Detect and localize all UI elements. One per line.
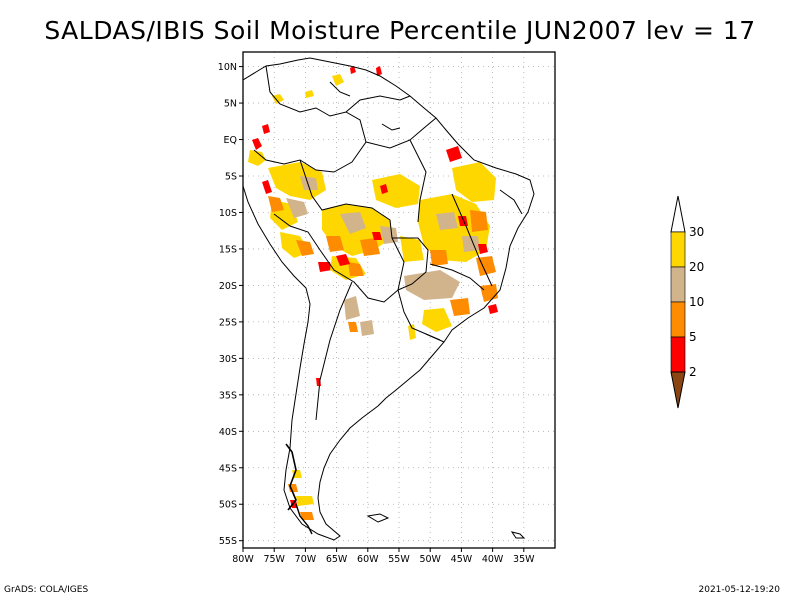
lat-tick-label: 10N — [218, 62, 237, 73]
colorbar-segment — [670, 231, 686, 268]
data-patch — [446, 146, 498, 314]
lat-tick-label: 45S — [219, 463, 237, 474]
lat-tick-label: 10S — [219, 208, 237, 219]
island — [295, 503, 313, 535]
country-border — [451, 193, 493, 287]
lon-tick-label: 35W — [513, 554, 535, 565]
data-patch — [340, 212, 398, 244]
lat-tick-label: 50S — [219, 500, 237, 511]
colorbar: 2 5 10 20 30 — [670, 195, 704, 409]
data-patch — [348, 322, 358, 332]
grid-lines — [242, 52, 555, 548]
lon-tick-label: 55W — [388, 554, 410, 565]
colorbar-bottom-arrow — [670, 371, 686, 409]
colorbar-label: 2 — [689, 365, 697, 379]
colorbar-label: 20 — [689, 260, 704, 274]
data-patch — [430, 210, 498, 316]
latitude-labels: 10N 5N EQ 5S 10S 15S 20S 25S 30S 35S 40S 45S 50S 55S — [218, 62, 237, 547]
lon-tick-label: 45W — [451, 554, 473, 565]
data-patch — [344, 296, 374, 336]
country-border — [253, 65, 367, 173]
lat-tick-label: 5N — [224, 99, 237, 110]
lon-tick-label: 75W — [263, 554, 285, 565]
country-border — [409, 139, 427, 223]
tick-marks — [239, 66, 525, 552]
lat-tick-label: 40S — [219, 427, 237, 438]
lon-tick-label: 70W — [295, 554, 317, 565]
map-title: SALDAS/IBIS Soil Moisture Percentile JUN… — [44, 16, 756, 45]
lon-tick-label: 80W — [232, 554, 254, 565]
data-patch — [248, 74, 344, 166]
lat-tick-label: 25S — [219, 317, 237, 328]
soil-moisture-field — [248, 66, 498, 520]
data-patch — [326, 236, 380, 276]
country-border — [381, 123, 401, 131]
colorbar-segment — [670, 266, 686, 303]
lat-tick-label: 20S — [219, 281, 237, 292]
lat-tick-label: 5S — [225, 172, 237, 183]
lon-tick-label: 50W — [419, 554, 441, 565]
data-patch — [336, 184, 388, 266]
lat-tick-label: 35S — [219, 390, 237, 401]
lon-tick-label: 65W — [326, 554, 348, 565]
lon-tick-label: 40W — [482, 554, 504, 565]
colorbar-segment — [670, 301, 686, 338]
colorbar-top-arrow — [670, 195, 686, 233]
data-patch — [322, 174, 420, 280]
country-border — [499, 189, 523, 215]
lat-tick-label: 55S — [219, 536, 237, 547]
country-boundaries — [243, 57, 535, 541]
lat-tick-label: 30S — [219, 354, 237, 365]
map-frame — [242, 51, 556, 549]
south-america-coastline — [243, 57, 535, 541]
island — [510, 531, 526, 539]
lat-tick-label: EQ — [224, 135, 237, 146]
colorbar-label: 10 — [689, 295, 704, 309]
colorbar-label: 5 — [689, 330, 697, 344]
island — [366, 513, 390, 523]
lat-tick-label: 15S — [219, 244, 237, 255]
country-border — [329, 81, 351, 97]
country-border — [425, 333, 445, 343]
country-border — [365, 117, 437, 149]
country-border — [345, 95, 411, 113]
footer-timestamp: 2021-05-12-19:20 — [698, 585, 781, 595]
data-patch — [408, 308, 452, 340]
island — [285, 443, 297, 511]
colorbar-label: 30 — [689, 225, 704, 239]
data-patch — [262, 180, 332, 272]
data-patch — [268, 196, 314, 256]
country-border — [392, 237, 429, 291]
country-border — [315, 281, 353, 421]
data-patch — [286, 176, 318, 218]
footer-credit: GrADS: COLA/IGES — [4, 585, 89, 595]
colorbar-segment — [670, 336, 686, 373]
data-patch — [252, 66, 382, 150]
lon-tick-label: 60W — [357, 554, 379, 565]
country-border — [429, 263, 485, 291]
longitude-labels: 80W 75W 70W 65W 60W 55W 50W 45W 40W 35W — [232, 554, 535, 565]
